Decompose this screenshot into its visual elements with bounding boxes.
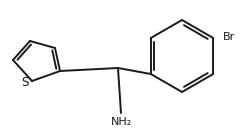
Text: NH₂: NH₂ bbox=[110, 117, 132, 127]
Text: S: S bbox=[21, 76, 29, 89]
Text: Br: Br bbox=[223, 32, 235, 42]
